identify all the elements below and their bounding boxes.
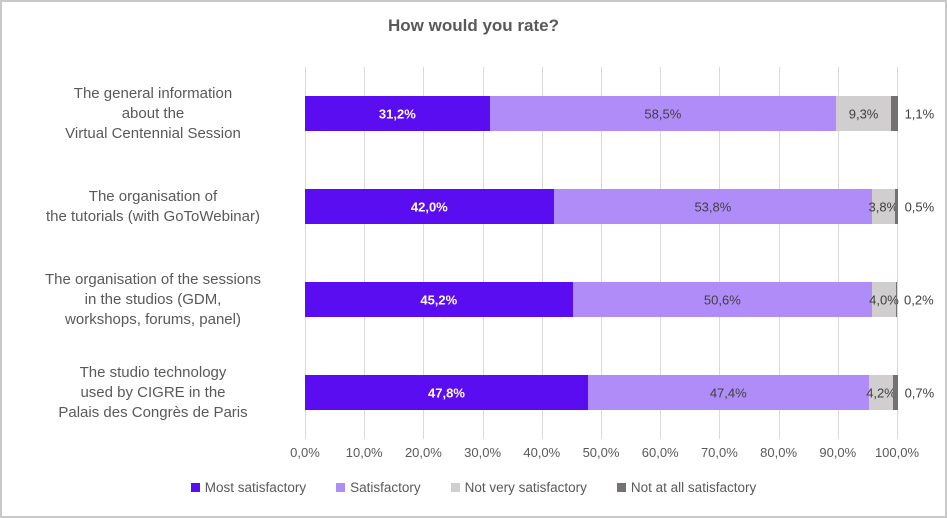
data-label-most-satisfactory: 45,2%: [420, 292, 458, 307]
x-axis-tick-label: 90,0%: [819, 445, 857, 460]
legend-item-satisfactory: Satisfactory: [336, 480, 421, 495]
category-label-line: Virtual Centennial Session: [65, 124, 241, 142]
x-axis-tick-label: 80,0%: [760, 445, 798, 460]
category-label-line: The studio technology: [79, 363, 227, 381]
bar-row: 31,2% 58,5% 9,3% 1,1%: [305, 96, 934, 131]
bar-segment-most-satisfactory: [305, 375, 588, 410]
x-axis-tick-label: 0,0%: [290, 445, 320, 460]
data-label-satisfactory: 47,4%: [709, 385, 747, 400]
x-axis: 0,0% 10,0% 20,0% 30,0% 40,0% 50,0% 60,0% 70,0% 8…: [290, 445, 919, 463]
bar-segment-satisfactory: [587, 375, 869, 410]
data-label-satisfactory: 58,5%: [644, 106, 682, 121]
bar-row: 45,2% 50,6% 4,0% 0,2%: [305, 282, 934, 317]
bar-segment-satisfactory: [489, 96, 837, 131]
gridline: [482, 67, 484, 439]
category-label-line: Palais des Congrès de Paris: [58, 403, 248, 421]
x-axis-tick-label: 30,0%: [464, 445, 502, 460]
gridline: [660, 67, 662, 439]
legend-label: Not very satisfactory: [464, 480, 587, 495]
data-label-not-at-all-satisfactory: 0,7%: [904, 385, 935, 400]
data-label-satisfactory: 50,6%: [703, 292, 741, 307]
gridline: [719, 67, 721, 439]
data-label-not-very-satisfactory: 9,3%: [848, 106, 879, 121]
legend-marker-icon: [336, 483, 346, 492]
legend-marker-icon: [450, 483, 460, 492]
bar-segment-satisfactory: [553, 189, 873, 224]
data-label-most-satisfactory: 31,2%: [378, 106, 416, 121]
category-label: The organisation of the tutorials (with G…: [7, 160, 299, 253]
bar-segment-not-at-all-satisfactory: [894, 189, 898, 224]
chart-title: How would you rate?: [388, 16, 559, 35]
category-label-line: The organisation of: [88, 187, 218, 205]
category-label-line: The general information: [73, 84, 233, 102]
plot-area: 31,2% 58,5% 9,3% 1,1% 42,0% 53,8% 3,8% 0,5% 45,2…: [305, 67, 934, 439]
data-label-not-very-satisfactory: 3,8%: [868, 199, 899, 214]
data-label-most-satisfactory: 47,8%: [428, 385, 465, 400]
category-axis: The general information about the Virtual …: [7, 67, 299, 439]
data-label-not-at-all-satisfactory: 0,2%: [904, 292, 934, 307]
category-label: The studio technology used by CIGRE in th…: [7, 346, 299, 439]
data-label-not-very-satisfactory: 4,2%: [866, 385, 896, 400]
gridline: [364, 67, 366, 439]
gridline: [305, 67, 306, 439]
bar-segment-not-very-satisfactory: [872, 189, 895, 224]
bar-segment-most-satisfactory: [305, 96, 490, 131]
bar-segment-not-at-all-satisfactory: [893, 375, 898, 410]
bar-segment-not-at-all-satisfactory: [891, 96, 898, 131]
bar-row: 47,8% 47,4% 4,2% 0,7%: [305, 375, 934, 410]
bar-segment-not-very-satisfactory: [868, 375, 894, 410]
category-label: The general information about the Virtual …: [7, 67, 299, 160]
x-axis-tick-label: 100,0%: [874, 445, 920, 460]
legend-item-most-satisfactory: Most satisfactory: [190, 480, 307, 495]
category-label-line: workshops, forums, panel): [65, 310, 241, 328]
legend-item-not-very-satisfactory: Not very satisfactory: [450, 480, 587, 495]
x-axis-tick-label: 70,0%: [700, 445, 738, 460]
x-axis-tick-label: 20,0%: [404, 445, 442, 460]
bar-row: 42,0% 53,8% 3,8% 0,5%: [305, 189, 934, 224]
bar-segment-not-very-satisfactory: [836, 96, 892, 131]
gridline: [897, 67, 898, 439]
category-label-line: used by CIGRE in the: [80, 383, 226, 401]
legend-label: Not at all satisfactory: [630, 480, 757, 495]
data-label-not-at-all-satisfactory: 1,1%: [904, 106, 935, 121]
x-axis-tick-label: 50,0%: [582, 445, 620, 460]
gridline: [601, 67, 602, 439]
gridline: [541, 67, 543, 439]
bar-segment-most-satisfactory: [305, 282, 573, 317]
data-label-satisfactory: 53,8%: [694, 199, 732, 214]
bar-segment-most-satisfactory: [305, 189, 554, 224]
legend-label: Most satisfactory: [204, 480, 307, 495]
legend-marker-icon: [190, 483, 200, 492]
category-label: The organisation of the sessions in the s…: [7, 253, 299, 346]
x-axis-tick-label: 10,0%: [345, 445, 383, 460]
category-label-line: about the: [121, 104, 185, 122]
legend-marker-icon: [616, 483, 626, 492]
category-label-line: in the studios (GDM,: [84, 290, 222, 308]
bar-segment-satisfactory: [572, 282, 873, 317]
data-label-not-at-all-satisfactory: 0,5%: [904, 199, 935, 214]
bar-segment-not-at-all-satisfactory: [895, 282, 897, 317]
bar-segment-not-very-satisfactory: [872, 282, 896, 317]
category-label-line: The organisation of the sessions: [45, 270, 261, 288]
x-axis-tick-label: 60,0%: [641, 445, 679, 460]
data-label-not-very-satisfactory: 4,0%: [869, 292, 899, 307]
category-label-line: the tutorials (with GoToWebinar): [46, 207, 260, 225]
gridline: [423, 67, 425, 439]
data-label-most-satisfactory: 42,0%: [410, 199, 448, 214]
x-axis-tick-label: 40,0%: [523, 445, 561, 460]
legend: Most satisfactory Satisfactory Not very sa…: [2, 480, 945, 495]
gridline: [837, 67, 839, 439]
gridline: [778, 67, 780, 439]
legend-label: Satisfactory: [350, 480, 421, 495]
legend-item-not-at-all-satisfactory: Not at all satisfactory: [616, 480, 757, 495]
